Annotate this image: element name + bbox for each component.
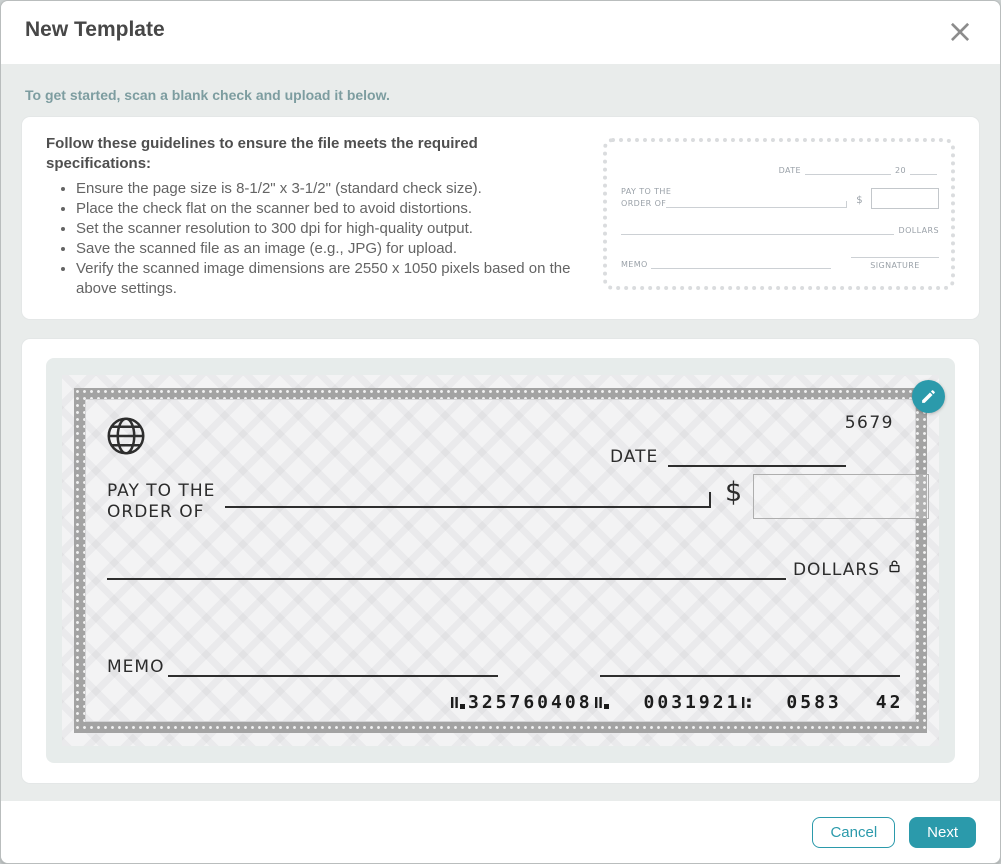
amount-words-line (107, 578, 786, 580)
mini-signature-label: SIGNATURE (870, 261, 920, 270)
pay-to-order-label: PAY TO THE ORDER OF (107, 481, 215, 523)
mini-date-row: DATE 20 (779, 166, 937, 175)
globe-icon (103, 413, 149, 463)
micr-onus-icon (594, 697, 609, 709)
mini-order-of-row: ORDER OF (621, 199, 847, 208)
payee-line (225, 492, 711, 508)
intro-text: To get started, scan a blank check and u… (25, 87, 390, 103)
mini-payee-line (666, 201, 847, 208)
guideline-item: Set the scanner resolution to 300 dpi fo… (76, 219, 581, 239)
mini-year-line (910, 174, 937, 175)
micr-aux: 42 (875, 692, 904, 713)
guideline-item: Save the scanned file as an image (e.g.,… (76, 239, 581, 259)
guidelines-heading: Follow these guidelines to ensure the fi… (46, 135, 478, 172)
dialog-body: To get started, scan a blank check and u… (1, 64, 1000, 784)
micr-routing: 325760408 (468, 692, 593, 713)
pay-to-line2: ORDER OF (107, 502, 205, 522)
pay-to-line1: PAY TO THE (107, 481, 216, 501)
micr-onus-icon (451, 697, 465, 709)
micr-line: 325760408 0031921 0583 42 (451, 692, 903, 713)
dialog-footer: Cancel Next (1, 801, 1000, 863)
mini-dollar-sign: $ (856, 195, 863, 206)
memo-row: MEMO (107, 657, 900, 677)
micr-check-no: 0583 (786, 692, 842, 713)
guidelines-text: Follow these guidelines to ensure the fi… (46, 134, 581, 299)
close-icon[interactable]: × (940, 9, 980, 53)
lock-icon (887, 559, 902, 579)
check-preview-panel: 5679 DATE PAY TO THE ORDER OF $ (46, 358, 955, 763)
guideline-item: Ensure the page size is 8-1/2" x 3-1/2" … (76, 179, 581, 199)
memo-label: MEMO (107, 657, 165, 677)
guideline-item: Place the check flat on the scanner bed … (76, 199, 581, 219)
micr-transit-icon (742, 697, 752, 708)
guidelines-list: Ensure the page size is 8-1/2" x 3-1/2" … (46, 179, 581, 299)
check-face: 5679 DATE PAY TO THE ORDER OF $ (85, 399, 929, 722)
dialog-header: New Template × (1, 1, 1000, 64)
mini-memo-row: MEMO (621, 260, 831, 269)
mini-signature-block: SIGNATURE (851, 254, 939, 270)
dollars-label: DOLLARS (792, 560, 880, 580)
micr-routing-group: 325760408 (451, 692, 610, 713)
memo-line (168, 675, 499, 677)
mini-amount-box (871, 188, 939, 209)
mini-date-label: DATE (778, 166, 802, 175)
mini-pay-to-label: PAY TO THE (621, 187, 672, 196)
edit-check-button[interactable] (912, 380, 945, 413)
dialog-title: New Template (25, 18, 165, 41)
micr-account-group: 0031921 (644, 692, 753, 713)
date-row: DATE (610, 447, 847, 467)
mini-order-of-label: ORDER OF (621, 199, 667, 208)
mini-memo-line (650, 268, 831, 269)
mini-amount-line (621, 234, 894, 235)
signature-line (600, 675, 900, 677)
next-button[interactable]: Next (909, 816, 976, 848)
mini-year-label: 20 (895, 166, 906, 175)
check-preview-image: 5679 DATE PAY TO THE ORDER OF $ (62, 375, 939, 746)
pencil-icon (920, 388, 937, 405)
mini-dollars-label: DOLLARS (898, 226, 939, 235)
cancel-button[interactable]: Cancel (812, 816, 896, 848)
dollars-row: DOLLARS (107, 559, 902, 580)
check-number: 5679 (844, 413, 894, 433)
guideline-item: Verify the scanned image dimensions are … (76, 259, 581, 299)
sample-check-illustration: DATE 20 PAY TO THE ORDER OF $ DOLLARS (603, 138, 955, 290)
mini-date-line (805, 174, 892, 175)
mini-dollars-row: DOLLARS (621, 226, 939, 235)
date-line (668, 465, 847, 467)
check-decorative-border: 5679 DATE PAY TO THE ORDER OF $ (74, 388, 929, 733)
mini-memo-label: MEMO (621, 260, 648, 269)
dollar-sign: $ (725, 477, 743, 508)
check-upload-card: 5679 DATE PAY TO THE ORDER OF $ (21, 338, 980, 784)
guidelines-card: Follow these guidelines to ensure the fi… (21, 116, 980, 320)
amount-box (753, 474, 929, 519)
date-label: DATE (610, 447, 659, 467)
micr-account: 0031921 (643, 692, 741, 713)
mini-signature-line (851, 257, 939, 258)
